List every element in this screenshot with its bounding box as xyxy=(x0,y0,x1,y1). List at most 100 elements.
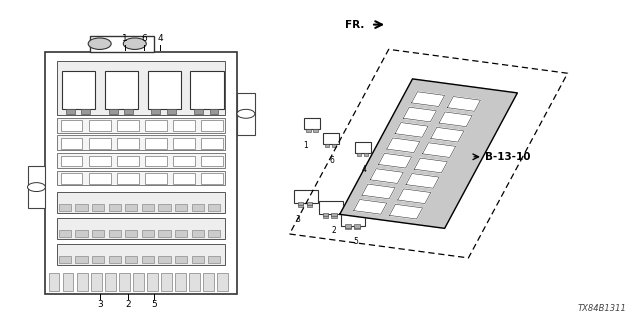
Bar xyxy=(45,52,237,294)
Bar xyxy=(345,224,351,228)
Bar xyxy=(89,138,111,148)
Bar xyxy=(341,212,365,226)
Bar xyxy=(92,230,104,237)
Bar xyxy=(167,109,175,114)
Circle shape xyxy=(237,109,255,118)
Bar xyxy=(159,256,171,263)
Bar xyxy=(109,204,121,211)
Bar xyxy=(307,202,312,205)
Bar xyxy=(145,138,167,148)
Bar xyxy=(117,121,139,131)
Bar xyxy=(307,204,312,207)
Bar xyxy=(305,118,320,129)
Bar xyxy=(323,215,328,218)
Bar xyxy=(298,204,303,207)
Text: 4: 4 xyxy=(157,34,163,43)
Polygon shape xyxy=(387,138,420,153)
Bar xyxy=(57,218,225,239)
Polygon shape xyxy=(397,189,431,204)
Bar xyxy=(49,273,60,291)
Bar xyxy=(175,273,186,291)
Bar xyxy=(161,273,172,291)
Bar xyxy=(59,230,71,237)
Bar xyxy=(124,109,133,114)
Bar xyxy=(191,230,204,237)
Bar xyxy=(142,230,154,237)
Bar xyxy=(145,121,167,131)
Polygon shape xyxy=(378,153,412,168)
Bar xyxy=(57,118,225,133)
Bar xyxy=(173,121,195,131)
Bar xyxy=(159,204,171,211)
Bar xyxy=(190,71,223,109)
Bar xyxy=(319,201,343,214)
Polygon shape xyxy=(340,79,517,228)
Bar xyxy=(175,230,187,237)
Text: 2: 2 xyxy=(125,300,131,309)
Bar xyxy=(203,273,214,291)
Polygon shape xyxy=(412,92,445,107)
Bar xyxy=(61,173,83,184)
Bar xyxy=(332,213,337,216)
Bar xyxy=(209,109,218,114)
Bar xyxy=(117,173,139,184)
Bar xyxy=(354,226,360,229)
Bar xyxy=(89,173,111,184)
Bar xyxy=(237,93,255,134)
Bar xyxy=(201,156,223,166)
Bar xyxy=(57,171,225,186)
Bar xyxy=(61,156,83,166)
Bar xyxy=(89,156,111,166)
Bar xyxy=(109,230,121,237)
Bar xyxy=(57,135,225,150)
Bar xyxy=(354,224,360,228)
Bar xyxy=(28,166,45,208)
Bar xyxy=(77,273,88,291)
Polygon shape xyxy=(354,199,387,214)
Bar xyxy=(194,109,203,114)
Bar xyxy=(314,129,318,132)
Polygon shape xyxy=(447,97,481,111)
Bar xyxy=(91,273,102,291)
Polygon shape xyxy=(406,173,439,188)
Bar xyxy=(345,226,351,229)
Bar xyxy=(105,71,138,109)
Bar xyxy=(57,192,225,213)
Bar xyxy=(355,142,371,153)
Bar xyxy=(208,256,220,263)
Text: 4: 4 xyxy=(362,165,367,174)
Polygon shape xyxy=(395,123,428,137)
Bar xyxy=(217,273,228,291)
Bar xyxy=(159,230,171,237)
Text: 1: 1 xyxy=(122,34,128,43)
Bar xyxy=(57,244,225,265)
Text: 5: 5 xyxy=(151,300,157,309)
Circle shape xyxy=(88,38,111,50)
Bar xyxy=(59,204,71,211)
Bar xyxy=(201,138,223,148)
Bar xyxy=(119,273,130,291)
Text: TX84B1311: TX84B1311 xyxy=(578,304,627,313)
Polygon shape xyxy=(431,127,464,142)
Polygon shape xyxy=(390,204,422,219)
Bar xyxy=(152,109,161,114)
Bar xyxy=(323,213,328,216)
Polygon shape xyxy=(403,107,436,122)
Bar xyxy=(356,153,361,156)
Bar xyxy=(324,144,329,147)
Bar xyxy=(173,173,195,184)
Bar xyxy=(191,204,204,211)
Bar xyxy=(76,230,88,237)
Text: 6: 6 xyxy=(141,34,147,43)
Bar xyxy=(62,71,95,109)
Bar xyxy=(92,256,104,263)
Bar xyxy=(298,202,303,205)
Bar xyxy=(57,153,225,168)
Bar xyxy=(208,204,220,211)
Bar xyxy=(201,121,223,131)
Bar xyxy=(142,204,154,211)
Bar xyxy=(90,36,154,52)
Bar xyxy=(294,190,318,203)
Bar xyxy=(145,173,167,184)
Bar xyxy=(109,109,118,114)
